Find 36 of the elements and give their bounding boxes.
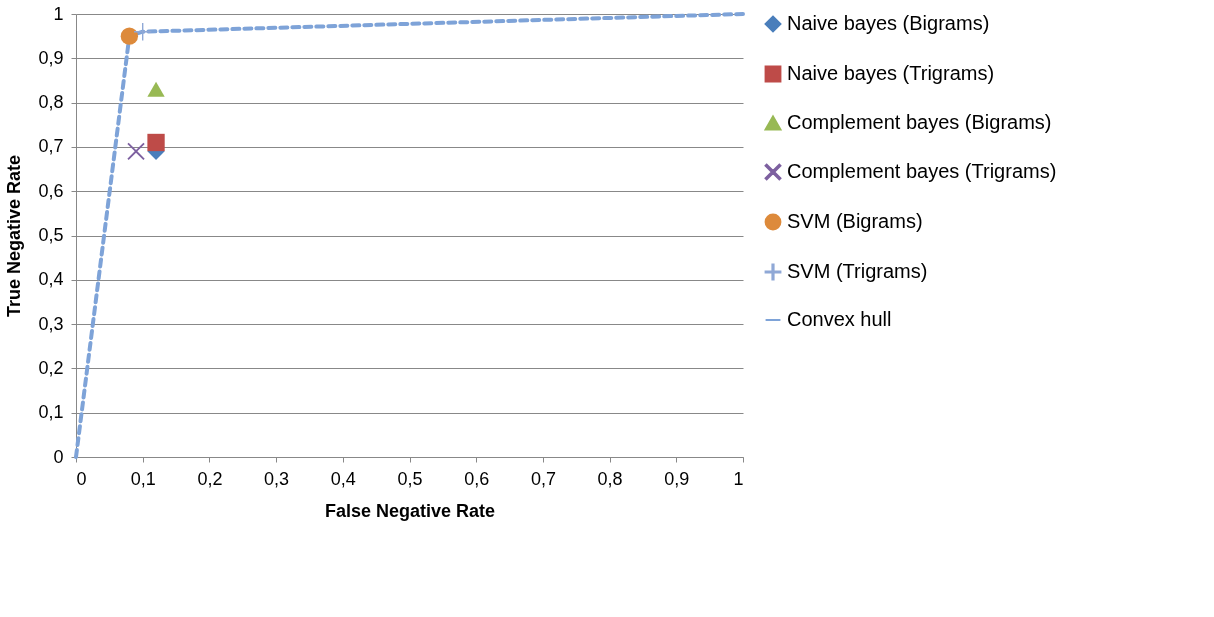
y-tick-label: 0,3 [38, 313, 64, 334]
line-series [74, 12, 745, 459]
x-tick-label: 0,6 [464, 468, 490, 489]
y-tick-label: 0,6 [38, 180, 64, 201]
x-tick-label: 1 [733, 468, 744, 489]
x-tick-label: 0 [76, 468, 87, 489]
x-tick-label: 0,7 [530, 468, 556, 489]
x-tick-label: 0,2 [197, 468, 223, 489]
x-tick-label: 0,8 [597, 468, 623, 489]
x-tick-label: 0,1 [130, 468, 156, 489]
x-tick-label: 0,5 [397, 468, 423, 489]
x-tick-label: 0,4 [330, 468, 356, 489]
legend-label: Complement bayes (Trigrams) [787, 160, 1057, 182]
legend-label: SVM (Trigrams) [787, 260, 928, 282]
x-tick-label: 0,3 [264, 468, 290, 489]
x-tick-label: 0,9 [664, 468, 690, 489]
y-tick-label: 1 [53, 3, 64, 24]
legend-label: Naive bayes (Trigrams) [787, 62, 995, 84]
y-tick-label: 0 [53, 446, 64, 467]
legend-label: SVM (Bigrams) [787, 210, 923, 232]
point [147, 133, 165, 152]
y-tick-label: 0,5 [38, 225, 64, 245]
y-tick-label: 0,1 [38, 402, 64, 423]
point [147, 81, 165, 97]
x-axis-title: False Negative Rate [324, 500, 496, 521]
y-axis-title: True Negative Rate [4, 154, 25, 318]
y-tick-label: 0,2 [38, 357, 64, 378]
point [120, 27, 139, 45]
legend-label: Complement bayes (Bigrams) [787, 111, 1052, 133]
y-tick-label: 0,9 [38, 47, 64, 68]
point [127, 142, 145, 160]
y-tick-label: 0,8 [38, 92, 64, 113]
legend-label: Convex hull [787, 308, 892, 330]
legend-label: Naive bayes (Bigrams) [787, 12, 990, 34]
y-tick-label: 0,7 [38, 136, 64, 157]
y-tick-label: 0,4 [38, 269, 64, 290]
